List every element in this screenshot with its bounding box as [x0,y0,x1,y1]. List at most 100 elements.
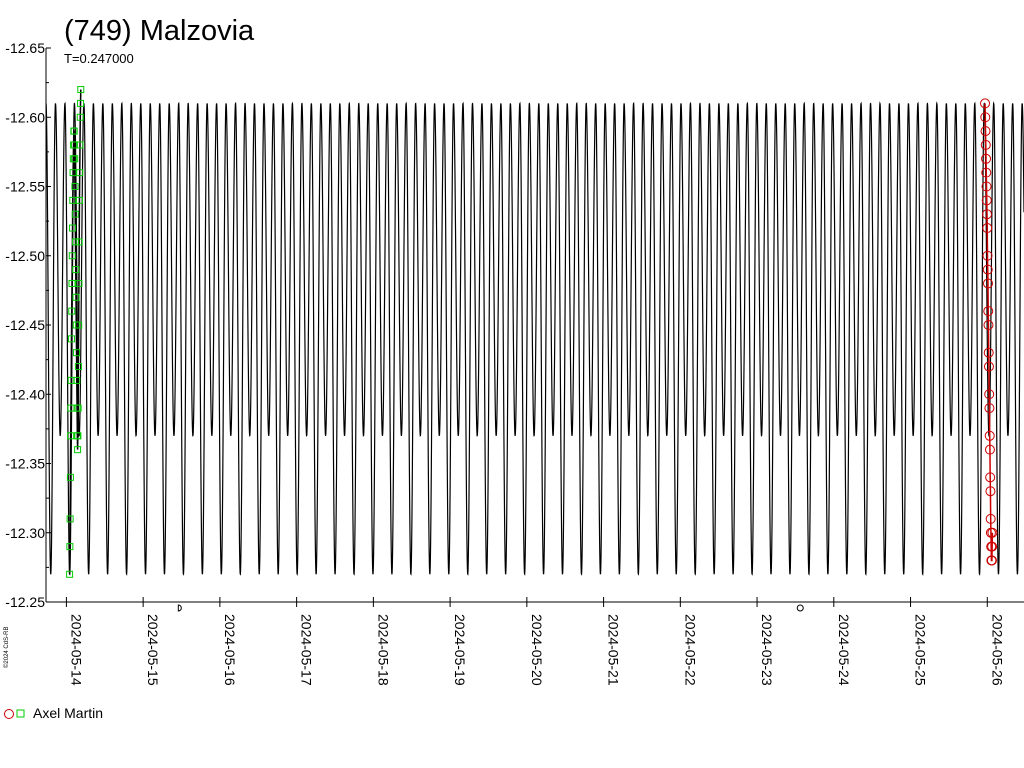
observation-series [66,86,998,578]
data-point-square [69,224,77,232]
x-axis-ticks: 2024-05-14 2024-05-15 2024-05-16 2024-05-17… [65,597,1005,686]
data-point-circle [986,555,997,566]
data-point-square [66,473,74,481]
x-tick-label: 2024-05-24 [836,614,852,686]
data-point-square [74,446,82,454]
chart-subtitle: T=0.247000 [64,51,134,66]
data-point-circle [984,403,995,414]
data-point-circle [980,112,991,123]
data-point-circle [980,139,991,150]
data-point-square [68,307,76,315]
data-point-square [72,293,80,301]
data-point-square [71,183,79,190]
data-point-square [69,196,77,204]
x-tick-label: 2024-05-23 [759,614,775,686]
x-tick-label: 2024-05-15 [145,614,161,686]
x-tick-label: 2024-05-19 [452,614,468,686]
y-tick-label: -12.25 [5,594,45,610]
model-lightcurve-line [45,101,1024,576]
data-point-square [66,515,74,523]
y-tick-label: -12.60 [5,109,45,125]
data-point-square [72,266,80,274]
data-point-square [69,169,77,177]
x-tick-label: 2024-05-14 [68,614,84,686]
series-square-2024-05-14 [66,86,85,578]
x-tick-label: 2024-05-25 [913,614,929,686]
data-point-square [67,335,75,343]
legend-square-marker [16,709,25,718]
copyright-credit: ©2024 CdS-RB [3,627,10,668]
chart-title: (749) Malzovia [64,15,255,47]
data-point-square [66,543,74,551]
data-point-square [70,127,78,135]
series-circle-2024-05-26 [980,98,998,566]
data-point-circle [982,250,993,261]
data-point-square [75,196,83,204]
x-tick-label: 2024-05-22 [682,614,698,686]
data-point-circle [985,513,996,524]
data-point-circle [980,126,991,137]
data-point-circle [983,306,994,317]
data-point-square [76,169,84,177]
y-tick-label: -12.35 [5,456,45,472]
data-point-square [76,113,84,121]
data-point-square [74,404,82,412]
first-quarter-moon-icon [177,604,182,612]
data-point-circle [983,361,994,372]
data-point-square [67,432,75,440]
data-point-square [68,279,76,287]
data-point-square [71,210,79,218]
data-point-square [75,238,83,246]
x-tick-label: 2024-05-20 [529,614,545,686]
model-curve [45,101,1024,576]
data-point-circle [981,153,992,164]
data-point-circle [984,430,995,441]
y-axis-ticks: -12.65 -12.60 -12.55 -12.50 -12.45 -12.40 -12.… [5,40,51,610]
data-point-circle [987,527,998,538]
y-tick-label: -12.55 [5,179,45,195]
data-point-square [73,349,81,357]
y-tick-label: -12.40 [5,386,45,402]
data-point-circle [985,472,996,483]
x-tick-label: 2024-05-21 [606,614,622,686]
data-point-circle [982,264,993,275]
y-tick-label: -12.65 [5,40,45,56]
legend: Axel Martin [4,705,103,721]
data-point-circle [985,486,996,497]
data-point-square [77,86,85,94]
series-trace-line [984,103,994,562]
full-moon-icon [796,604,804,612]
x-tick-label: 2024-05-18 [375,614,391,686]
data-point-circle [981,195,992,206]
y-tick-label: -12.30 [5,525,45,541]
data-point-circle [984,389,995,400]
legend-label: Axel Martin [33,705,103,721]
data-point-circle [983,347,994,358]
moon-phase-markers [177,604,804,612]
x-tick-label: 2024-05-17 [299,614,315,686]
data-point-square [76,141,84,149]
data-point-square [71,238,79,246]
data-point-circle [982,209,993,220]
data-point-circle [984,444,995,455]
data-point-circle [982,278,993,289]
data-point-square [66,570,74,578]
data-point-circle [987,541,998,552]
data-point-square [71,155,79,163]
series-trace-line [68,89,82,575]
data-point-square [75,279,83,287]
x-tick-label: 2024-05-26 [989,614,1005,686]
data-point-square [73,376,81,384]
data-point-square [68,252,76,260]
data-point-circle [983,320,994,330]
data-point-circle [981,181,992,192]
data-point-circle [980,98,991,109]
x-tick-label: 2024-05-16 [222,614,238,686]
data-point-square [74,363,82,371]
legend-circle-marker [4,709,14,719]
data-point-circle [982,223,993,234]
data-point-square [77,99,85,107]
data-point-square [75,321,83,329]
data-point-square [74,432,82,440]
